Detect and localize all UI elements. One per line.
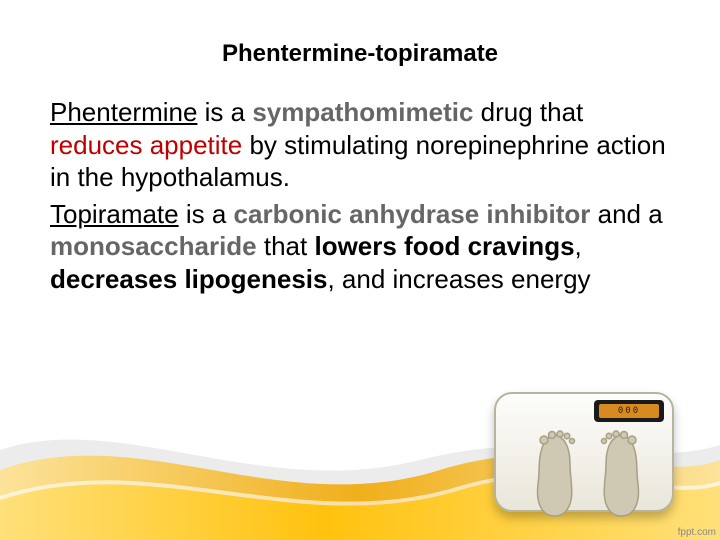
scale-illustration: 000 xyxy=(484,362,684,522)
footprint-left-icon xyxy=(530,430,580,518)
effect-lowers-cravings: lowers food cravings xyxy=(314,231,574,261)
scale-body: 000 xyxy=(494,392,674,512)
paragraph-phentermine: Phentermine is a sympathomimetic drug th… xyxy=(50,96,670,194)
drug-topiramate: Topiramate xyxy=(50,199,179,229)
keyword-carbonic-anhydrase: carbonic anhydrase inhibitor xyxy=(234,199,591,229)
slide-body: Phentermine is a sympathomimetic drug th… xyxy=(50,96,670,295)
effect-reduces-appetite: reduces appetite xyxy=(50,130,242,160)
keyword-monosaccharide: monosaccharide xyxy=(50,231,257,261)
effect-decreases-lipogenesis: decreases lipogenesis xyxy=(50,264,327,294)
scale-display: 000 xyxy=(594,400,664,422)
footprint-right-icon xyxy=(596,430,646,518)
paragraph-topiramate: Topiramate is a carbonic anhydrase inhib… xyxy=(50,198,670,296)
watermark: fppt.com xyxy=(678,527,716,538)
drug-phentermine: Phentermine xyxy=(50,97,197,127)
keyword-sympathomimetic: sympathomimetic xyxy=(252,97,473,127)
slide-title: Phentermine-topiramate xyxy=(50,40,670,68)
scale-readout: 000 xyxy=(599,404,659,418)
